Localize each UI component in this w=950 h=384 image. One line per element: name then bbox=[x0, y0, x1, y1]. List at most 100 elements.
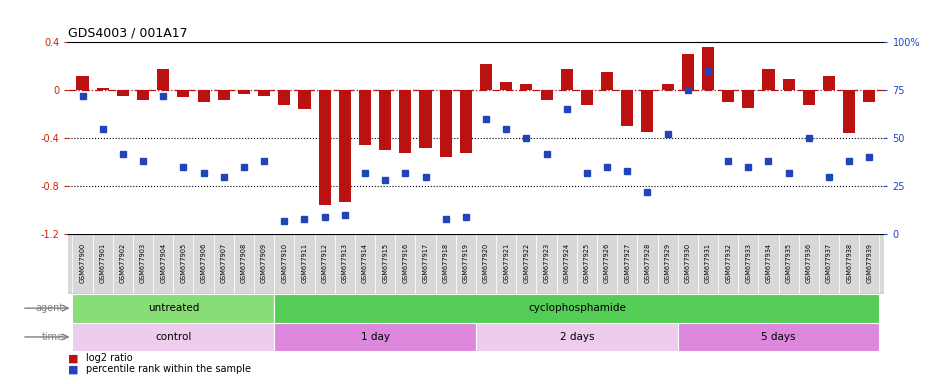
Bar bbox=[718, 234, 738, 294]
Bar bbox=[258, 90, 270, 96]
Text: GSM677902: GSM677902 bbox=[120, 243, 125, 283]
Bar bbox=[758, 234, 779, 294]
Bar bbox=[618, 234, 637, 294]
Bar bbox=[275, 234, 294, 294]
Bar bbox=[860, 234, 880, 294]
Bar bbox=[214, 234, 234, 294]
Text: GSM677924: GSM677924 bbox=[563, 243, 570, 283]
Bar bbox=[76, 76, 88, 90]
Bar bbox=[677, 323, 880, 351]
Bar bbox=[133, 234, 153, 294]
Bar bbox=[395, 234, 415, 294]
Text: 5 days: 5 days bbox=[761, 332, 796, 342]
Bar bbox=[294, 234, 314, 294]
Bar bbox=[334, 234, 355, 294]
Bar bbox=[500, 82, 512, 90]
Bar bbox=[339, 90, 351, 202]
Bar bbox=[621, 90, 634, 126]
Bar bbox=[799, 234, 819, 294]
Text: GSM677937: GSM677937 bbox=[826, 243, 832, 283]
Bar bbox=[72, 294, 275, 323]
Bar bbox=[117, 90, 129, 96]
Text: GSM677928: GSM677928 bbox=[644, 243, 651, 283]
Text: GSM677927: GSM677927 bbox=[624, 243, 630, 283]
Bar bbox=[460, 90, 472, 153]
Bar bbox=[178, 90, 189, 98]
Text: GSM677931: GSM677931 bbox=[705, 243, 711, 283]
Bar bbox=[92, 234, 113, 294]
Bar bbox=[637, 234, 657, 294]
Text: 2 days: 2 days bbox=[560, 332, 594, 342]
Text: GSM677918: GSM677918 bbox=[443, 243, 448, 283]
Text: GDS4003 / 001A17: GDS4003 / 001A17 bbox=[68, 26, 188, 40]
Bar bbox=[359, 90, 371, 146]
Text: GSM677929: GSM677929 bbox=[665, 243, 671, 283]
Bar bbox=[641, 90, 654, 132]
Text: 1 day: 1 day bbox=[361, 332, 390, 342]
Bar bbox=[113, 234, 133, 294]
Text: GSM677933: GSM677933 bbox=[746, 243, 751, 283]
Text: GSM677911: GSM677911 bbox=[301, 243, 308, 283]
Bar bbox=[557, 234, 577, 294]
Text: GSM677915: GSM677915 bbox=[382, 243, 389, 283]
Bar bbox=[420, 90, 431, 148]
Bar bbox=[722, 90, 734, 102]
Text: GSM677921: GSM677921 bbox=[504, 243, 509, 283]
Bar bbox=[601, 72, 613, 90]
Bar bbox=[234, 234, 254, 294]
Text: untreated: untreated bbox=[147, 303, 199, 313]
Bar bbox=[194, 234, 214, 294]
Text: ■: ■ bbox=[68, 364, 79, 374]
Bar bbox=[314, 234, 334, 294]
Bar bbox=[153, 234, 173, 294]
Text: GSM677901: GSM677901 bbox=[100, 243, 105, 283]
Text: GSM677938: GSM677938 bbox=[846, 243, 852, 283]
Text: GSM677905: GSM677905 bbox=[180, 243, 186, 283]
Bar bbox=[157, 69, 169, 90]
Text: GSM677922: GSM677922 bbox=[523, 243, 529, 283]
Text: GSM677910: GSM677910 bbox=[281, 243, 287, 283]
Text: GSM677939: GSM677939 bbox=[866, 243, 872, 283]
Text: control: control bbox=[155, 332, 192, 342]
Bar bbox=[742, 90, 754, 108]
Bar bbox=[577, 234, 597, 294]
Bar bbox=[657, 234, 677, 294]
Bar bbox=[72, 234, 92, 294]
Text: GSM677925: GSM677925 bbox=[584, 243, 590, 283]
Text: agent: agent bbox=[35, 303, 64, 313]
Bar bbox=[456, 234, 476, 294]
Bar bbox=[278, 90, 291, 104]
Bar bbox=[436, 234, 456, 294]
Bar bbox=[275, 294, 880, 323]
Bar bbox=[137, 90, 149, 100]
Bar bbox=[476, 323, 677, 351]
Bar bbox=[803, 90, 815, 104]
Text: GSM677930: GSM677930 bbox=[685, 243, 691, 283]
Text: GSM677908: GSM677908 bbox=[241, 243, 247, 283]
Text: cyclophosphamide: cyclophosphamide bbox=[528, 303, 626, 313]
Bar bbox=[173, 234, 194, 294]
Bar bbox=[97, 88, 108, 90]
Bar bbox=[375, 234, 395, 294]
Text: GSM677920: GSM677920 bbox=[483, 243, 489, 283]
Bar bbox=[597, 234, 618, 294]
Bar bbox=[541, 90, 553, 100]
Bar bbox=[864, 90, 876, 102]
Text: GSM677935: GSM677935 bbox=[786, 243, 791, 283]
Bar bbox=[580, 90, 593, 104]
Bar bbox=[844, 90, 855, 134]
Bar bbox=[823, 76, 835, 90]
Text: time: time bbox=[42, 332, 64, 342]
Text: GSM677900: GSM677900 bbox=[80, 243, 86, 283]
Text: GSM677919: GSM677919 bbox=[463, 243, 469, 283]
Bar bbox=[779, 234, 799, 294]
Bar bbox=[318, 90, 331, 205]
Bar bbox=[763, 69, 774, 90]
Bar bbox=[198, 90, 210, 102]
Text: log2 ratio: log2 ratio bbox=[86, 353, 132, 363]
Text: GSM677913: GSM677913 bbox=[342, 243, 348, 283]
Bar bbox=[72, 323, 275, 351]
Text: GSM677917: GSM677917 bbox=[423, 243, 428, 283]
Bar bbox=[476, 234, 496, 294]
Text: GSM677903: GSM677903 bbox=[140, 243, 146, 283]
